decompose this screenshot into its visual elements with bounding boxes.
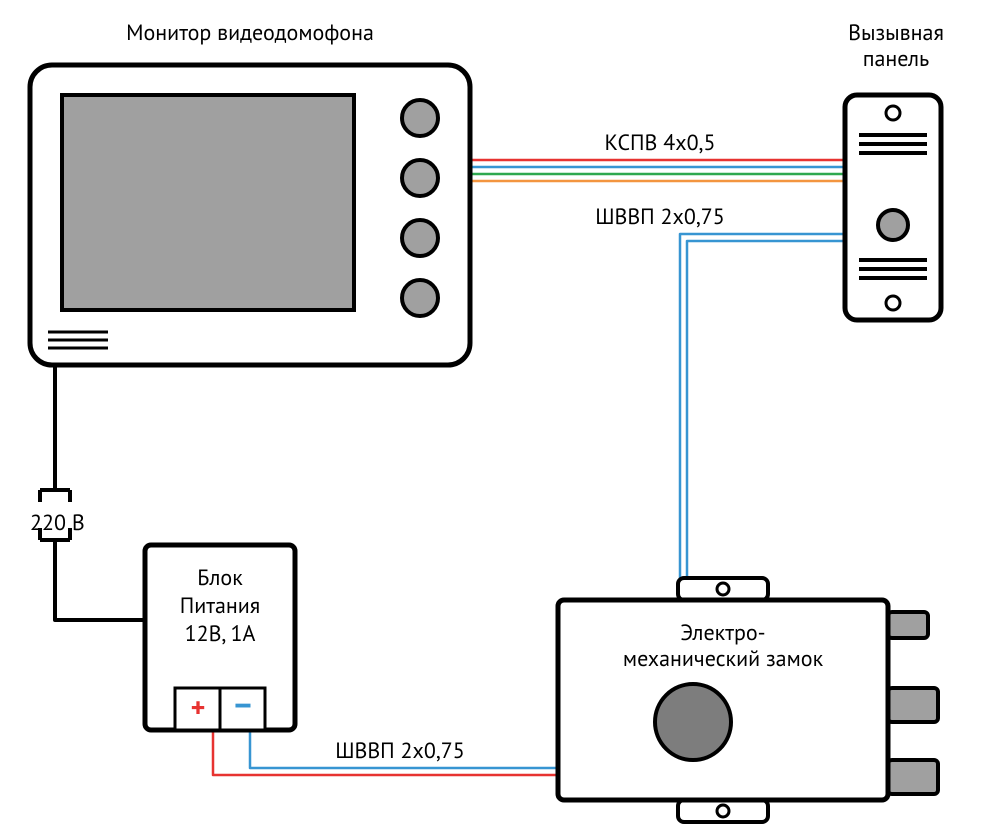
lock-tab [678,578,768,600]
label-psu: Блок [197,564,243,592]
label-psu: Питания [180,592,261,620]
monitor-button [402,100,438,136]
label-lock: Электро- [680,619,765,647]
wire-mains-psu [55,540,145,620]
label-lock: механический замок [623,645,824,673]
wire-panel-lock [687,241,845,600]
monitor-button [402,160,438,196]
terminal-plus: + [191,688,206,725]
monitor-screen [62,95,354,310]
label-panel: панель [863,45,930,73]
monitor-button [402,220,438,256]
lock-tab [678,800,768,822]
lock-bolt [888,688,938,722]
wire-panel-lock [680,234,845,600]
wiring-diagram: +− Монитор видеодомофона Вызывнаяпанель КСП… [0,0,1000,840]
monitor-button [402,280,438,316]
label-monitor: Монитор видеодомофона [126,19,374,47]
label-cable3: ШВВП 2х0,75 [335,737,465,765]
label-psu: 12В, 1А [185,620,256,648]
label-cable2: ШВВП 2х0,75 [595,203,725,231]
terminal-minus: − [234,683,252,727]
label-voltage: 220 В [30,509,85,537]
panel-camera [878,210,908,240]
lock-cylinder [655,684,731,760]
label-cable1: КСПВ 4х0,5 [604,129,715,157]
label-panel: Вызывная [848,19,944,47]
call-panel-body [845,95,941,320]
lock-bolt [888,612,928,638]
lock-bolt [888,760,938,794]
